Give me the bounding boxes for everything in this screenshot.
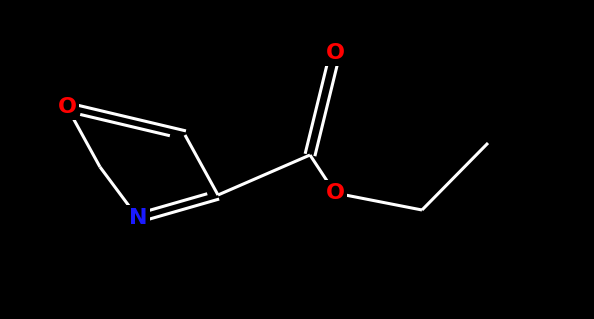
Text: N: N bbox=[129, 208, 147, 228]
Text: O: O bbox=[58, 97, 77, 117]
Text: O: O bbox=[326, 183, 345, 203]
Text: O: O bbox=[326, 43, 345, 63]
